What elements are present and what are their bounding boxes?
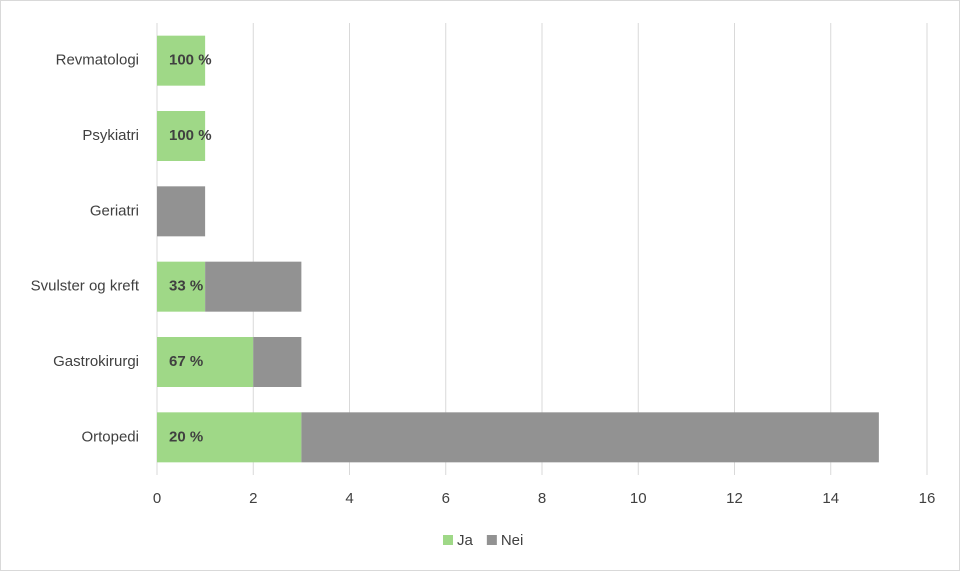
y-tick-label: Gastrokirurgi [53,353,139,370]
x-tick-label: 2 [249,490,257,507]
data-label: 67 % [169,353,203,370]
y-tick-label: Svulster og kreft [31,278,140,295]
legend-swatch [486,535,497,545]
x-tick-label: 10 [630,490,647,507]
y-tick-label: Psykiatri [82,127,139,144]
data-label: 100 % [169,127,212,144]
bar [157,111,206,161]
y-tick-label: Revmatologi [56,52,139,69]
bar [157,35,206,86]
x-tick-label: 6 [442,490,450,507]
data-label: 20 % [169,428,203,445]
legend-label: Nei [501,532,524,549]
bar [157,261,206,312]
bar [157,412,302,463]
legend-label: Ja [457,532,474,549]
y-tick-label: Geriatri [90,202,139,219]
bar [253,337,302,387]
bar [301,412,879,463]
bar [205,261,302,312]
y-tick-label: Ortopedi [81,428,139,445]
x-tick-label: 14 [822,490,839,507]
x-tick-label: 4 [345,490,353,507]
x-tick-label: 8 [538,490,546,507]
data-label: 100 % [169,52,212,69]
bar [157,186,206,237]
x-tick-label: 0 [153,490,161,507]
data-label: 33 % [169,278,203,295]
x-tick-label: 16 [919,490,936,507]
legend-swatch [443,535,453,545]
bar [157,337,254,387]
x-tick-label: 12 [726,490,743,507]
